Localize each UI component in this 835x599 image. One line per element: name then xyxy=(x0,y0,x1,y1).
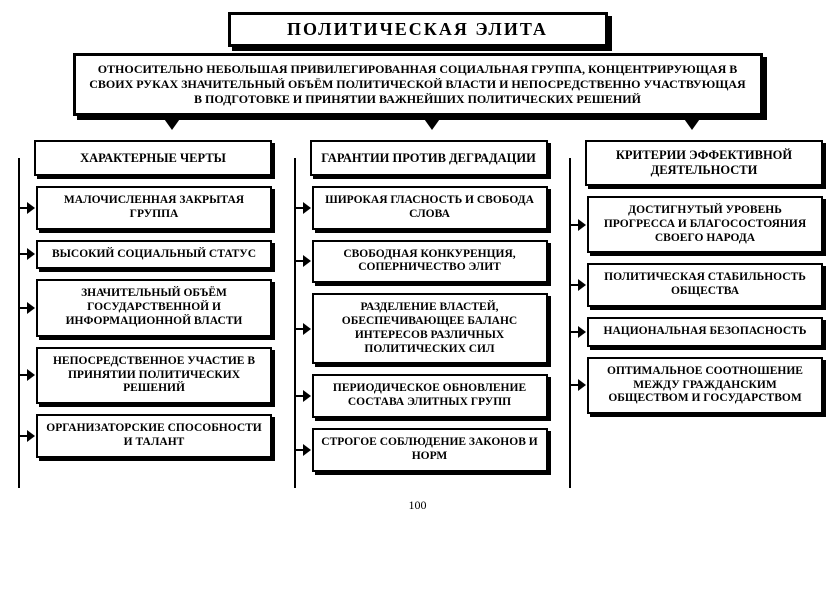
branch-line xyxy=(18,207,28,209)
list-item: ЗНАЧИТЕЛЬНЫЙ ОБЪЁМ ГОСУДАРСТВЕННОЙ И ИНФ… xyxy=(12,279,272,336)
item-text: ШИРОКАЯ ГЛАСНОСТЬ И СВОБОДА СЛОВА xyxy=(325,194,534,220)
item-text: ДОСТИГНУТЫЙ УРОВЕНЬ ПРОГРЕССА И БЛАГОСОС… xyxy=(604,204,806,244)
branch-line xyxy=(294,260,304,262)
item-box: НЕПОСРЕДСТВЕННОЕ УЧАСТИЕ В ПРИНЯТИИ ПОЛИ… xyxy=(36,347,272,404)
item-text: НАЦИОНАЛЬНАЯ БЕЗОПАСНОСТЬ xyxy=(604,325,807,337)
item-box: ДОСТИГНУТЫЙ УРОВЕНЬ ПРОГРЕССА И БЛАГОСОС… xyxy=(587,196,823,253)
branch-line xyxy=(569,331,579,333)
arrow-right-icon xyxy=(578,379,586,391)
arrow-right-icon xyxy=(303,444,311,456)
list-item: МАЛОЧИСЛЕННАЯ ЗАКРЫТАЯ ГРУППА xyxy=(12,186,272,230)
column-header-text: КРИТЕРИИ ЭФФЕКТИВНОЙ ДЕЯТЕЛЬНОСТИ xyxy=(591,148,817,178)
arrow-right-icon xyxy=(578,326,586,338)
item-text: ВЫСОКИЙ СОЦИАЛЬНЫЙ СТАТУС xyxy=(52,248,256,260)
list-item: ШИРОКАЯ ГЛАСНОСТЬ И СВОБОДА СЛОВА xyxy=(288,186,548,230)
list-item: ПОЛИТИЧЕСКАЯ СТАБИЛЬНОСТЬ ОБЩЕСТВА xyxy=(563,263,823,307)
pointer-icon xyxy=(422,116,442,130)
item-box: СВОБОДНАЯ КОНКУРЕНЦИЯ, СОПЕРНИЧЕСТВО ЭЛИ… xyxy=(312,240,548,284)
item-box: СТРОГОЕ СОБЛЮДЕНИЕ ЗАКОНОВ И НОРМ xyxy=(312,428,548,472)
item-box: ПЕРИОДИЧЕСКОЕ ОБНОВЛЕНИЕ СОСТАВА ЭЛИТНЫХ… xyxy=(312,374,548,418)
column-traits: ХАРАКТЕРНЫЕ ЧЕРТЫ МАЛОЧИСЛЕННАЯ ЗАКРЫТАЯ… xyxy=(12,140,272,472)
title-box: ПОЛИТИЧЕСКАЯ ЭЛИТА xyxy=(228,12,608,47)
branch-line xyxy=(294,207,304,209)
item-text: СТРОГОЕ СОБЛЮДЕНИЕ ЗАКОНОВ И НОРМ xyxy=(321,436,537,462)
arrow-right-icon xyxy=(27,430,35,442)
list-item: ОПТИМАЛЬНОЕ СООТНОШЕНИЕ МЕЖДУ ГРАЖДАНСКИ… xyxy=(563,357,823,414)
branch-line xyxy=(18,374,28,376)
arrow-right-icon xyxy=(578,219,586,231)
branch-line xyxy=(18,307,28,309)
list-item: ВЫСОКИЙ СОЦИАЛЬНЫЙ СТАТУС xyxy=(12,240,272,270)
branch-line xyxy=(294,449,304,451)
arrow-right-icon xyxy=(27,369,35,381)
column-header: КРИТЕРИИ ЭФФЕКТИВНОЙ ДЕЯТЕЛЬНОСТИ xyxy=(585,140,823,186)
pointer-icon xyxy=(682,116,702,130)
diagram-root: ПОЛИТИЧЕСКАЯ ЭЛИТА ОТНОСИТЕЛЬНО НЕБОЛЬША… xyxy=(12,12,823,513)
branch-line xyxy=(569,384,579,386)
item-box: ВЫСОКИЙ СОЦИАЛЬНЫЙ СТАТУС xyxy=(36,240,272,270)
arrow-right-icon xyxy=(303,255,311,267)
branch-line xyxy=(569,284,579,286)
definition-text: ОТНОСИТЕЛЬНО НЕБОЛЬШАЯ ПРИВИЛЕГИРОВАННАЯ… xyxy=(89,62,745,106)
item-box: ОПТИМАЛЬНОЕ СООТНОШЕНИЕ МЕЖДУ ГРАЖДАНСКИ… xyxy=(587,357,823,414)
item-text: ЗНАЧИТЕЛЬНЫЙ ОБЪЁМ ГОСУДАРСТВЕННОЙ И ИНФ… xyxy=(66,287,243,327)
columns-container: ХАРАКТЕРНЫЕ ЧЕРТЫ МАЛОЧИСЛЕННАЯ ЗАКРЫТАЯ… xyxy=(12,140,823,472)
pointer-icon xyxy=(162,116,182,130)
item-text: СВОБОДНАЯ КОНКУРЕНЦИЯ, СОПЕРНИЧЕСТВО ЭЛИ… xyxy=(343,248,515,274)
list-item: НЕПОСРЕДСТВЕННОЕ УЧАСТИЕ В ПРИНЯТИИ ПОЛИ… xyxy=(12,347,272,404)
item-text: ПЕРИОДИЧЕСКОЕ ОБНОВЛЕНИЕ СОСТАВА ЭЛИТНЫХ… xyxy=(333,382,526,408)
column-header: ХАРАКТЕРНЫЕ ЧЕРТЫ xyxy=(34,140,272,176)
arrow-right-icon xyxy=(303,202,311,214)
arrow-right-icon xyxy=(27,302,35,314)
item-box: ОРГАНИЗАТОРСКИЕ СПОСОБНОСТИ И ТАЛАНТ xyxy=(36,414,272,458)
item-text: НЕПОСРЕДСТВЕННОЕ УЧАСТИЕ В ПРИНЯТИИ ПОЛИ… xyxy=(53,355,255,395)
item-box: МАЛОЧИСЛЕННАЯ ЗАКРЫТАЯ ГРУППА xyxy=(36,186,272,230)
column-header-text: ХАРАКТЕРНЫЕ ЧЕРТЫ xyxy=(80,151,226,166)
item-text: ОРГАНИЗАТОРСКИЕ СПОСОБНОСТИ И ТАЛАНТ xyxy=(46,422,262,448)
item-box: ЗНАЧИТЕЛЬНЫЙ ОБЪЁМ ГОСУДАРСТВЕННОЙ И ИНФ… xyxy=(36,279,272,336)
page-number: 100 xyxy=(12,498,823,513)
list-item: СВОБОДНАЯ КОНКУРЕНЦИЯ, СОПЕРНИЧЕСТВО ЭЛИ… xyxy=(288,240,548,284)
branch-line xyxy=(294,328,304,330)
column-guarantees: ГАРАНТИИ ПРОТИВ ДЕГРАДАЦИИ ШИРОКАЯ ГЛАСН… xyxy=(288,140,548,472)
item-box: НАЦИОНАЛЬНАЯ БЕЗОПАСНОСТЬ xyxy=(587,317,823,347)
branch-line xyxy=(18,435,28,437)
branch-line xyxy=(569,224,579,226)
title-text: ПОЛИТИЧЕСКАЯ ЭЛИТА xyxy=(287,19,548,39)
item-box: ПОЛИТИЧЕСКАЯ СТАБИЛЬНОСТЬ ОБЩЕСТВА xyxy=(587,263,823,307)
item-text: РАЗДЕЛЕНИЕ ВЛАСТЕЙ, ОБЕСПЕЧИВАЮЩЕЕ БАЛАН… xyxy=(342,301,517,354)
arrow-right-icon xyxy=(27,202,35,214)
list-item: НАЦИОНАЛЬНАЯ БЕЗОПАСНОСТЬ xyxy=(563,317,823,347)
arrow-right-icon xyxy=(578,279,586,291)
list-item: РАЗДЕЛЕНИЕ ВЛАСТЕЙ, ОБЕСПЕЧИВАЮЩЕЕ БАЛАН… xyxy=(288,293,548,364)
column-criteria: КРИТЕРИИ ЭФФЕКТИВНОЙ ДЕЯТЕЛЬНОСТИ ДОСТИГ… xyxy=(563,140,823,472)
branch-line xyxy=(18,253,28,255)
list-item: ОРГАНИЗАТОРСКИЕ СПОСОБНОСТИ И ТАЛАНТ xyxy=(12,414,272,458)
item-text: ПОЛИТИЧЕСКАЯ СТАБИЛЬНОСТЬ ОБЩЕСТВА xyxy=(604,271,806,297)
list-item: ПЕРИОДИЧЕСКОЕ ОБНОВЛЕНИЕ СОСТАВА ЭЛИТНЫХ… xyxy=(288,374,548,418)
arrow-right-icon xyxy=(303,323,311,335)
arrow-right-icon xyxy=(303,390,311,402)
branch-line xyxy=(294,395,304,397)
arrow-right-icon xyxy=(27,248,35,260)
column-header-text: ГАРАНТИИ ПРОТИВ ДЕГРАДАЦИИ xyxy=(321,151,536,166)
item-box: ШИРОКАЯ ГЛАСНОСТЬ И СВОБОДА СЛОВА xyxy=(312,186,548,230)
item-box: РАЗДЕЛЕНИЕ ВЛАСТЕЙ, ОБЕСПЕЧИВАЮЩЕЕ БАЛАН… xyxy=(312,293,548,364)
column-header: ГАРАНТИИ ПРОТИВ ДЕГРАДАЦИИ xyxy=(310,140,548,176)
definition-box: ОТНОСИТЕЛЬНО НЕБОЛЬШАЯ ПРИВИЛЕГИРОВАННАЯ… xyxy=(73,53,763,116)
item-text: ОПТИМАЛЬНОЕ СООТНОШЕНИЕ МЕЖДУ ГРАЖДАНСКИ… xyxy=(607,365,803,405)
list-item: СТРОГОЕ СОБЛЮДЕНИЕ ЗАКОНОВ И НОРМ xyxy=(288,428,548,472)
list-item: ДОСТИГНУТЫЙ УРОВЕНЬ ПРОГРЕССА И БЛАГОСОС… xyxy=(563,196,823,253)
item-text: МАЛОЧИСЛЕННАЯ ЗАКРЫТАЯ ГРУППА xyxy=(64,194,244,220)
page-number-text: 100 xyxy=(409,498,427,512)
